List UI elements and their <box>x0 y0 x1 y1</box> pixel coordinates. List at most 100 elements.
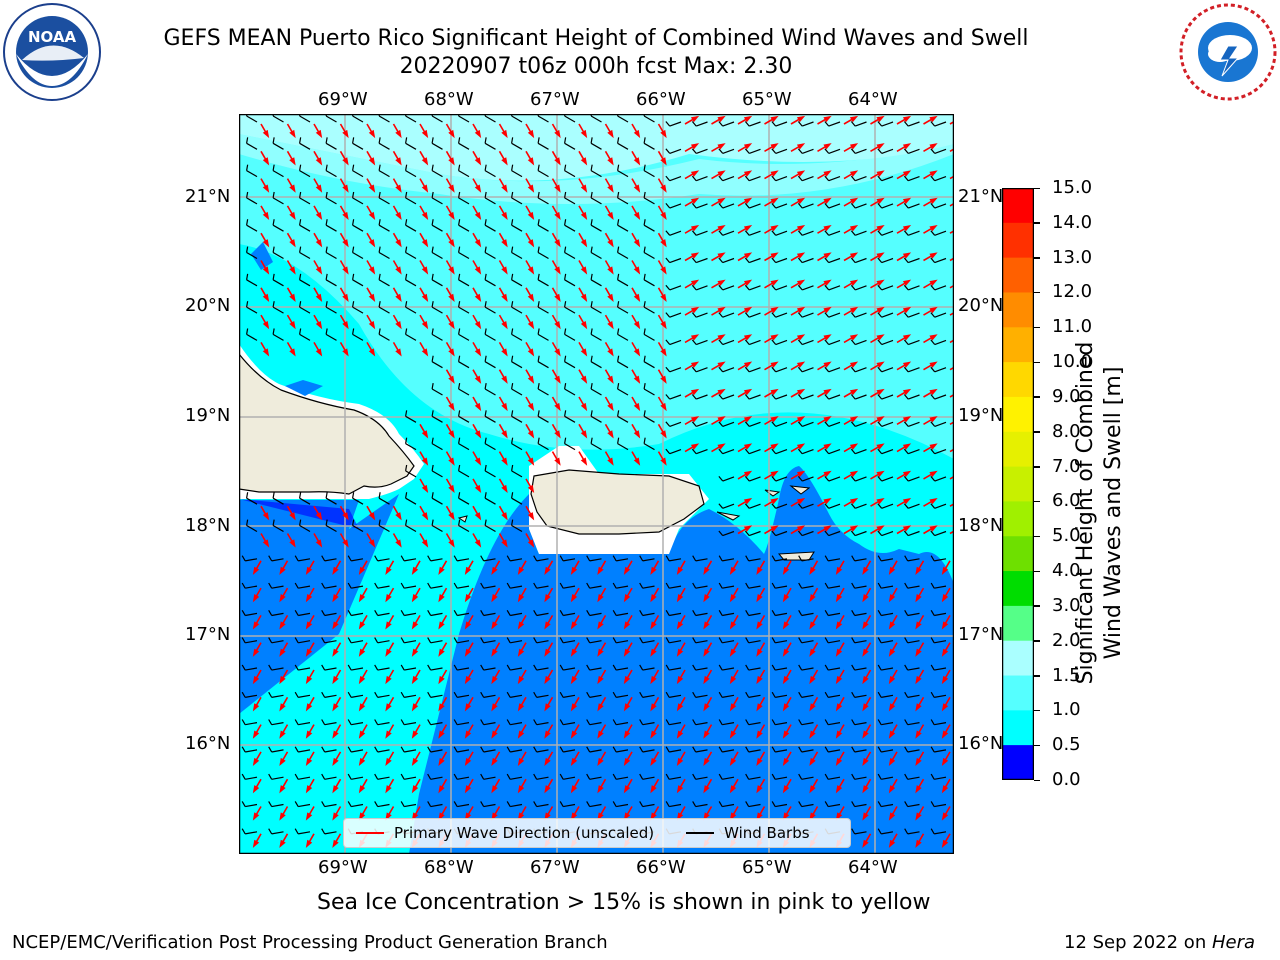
wind-barb <box>511 382 523 396</box>
wind-barb <box>850 203 867 209</box>
wind-barb <box>378 246 390 260</box>
wave-arrow <box>737 197 753 207</box>
wave-arrow <box>419 423 429 439</box>
wind-barb <box>506 637 523 644</box>
wave-arrow <box>888 778 898 794</box>
wave-arrow <box>260 533 270 548</box>
wind-barb <box>718 637 735 644</box>
wind-barb <box>771 582 788 589</box>
wave-arrow <box>941 833 951 848</box>
wave-arrow <box>737 225 753 234</box>
wind-barb <box>374 691 390 698</box>
wind-barb <box>241 801 258 808</box>
wave-arrow <box>631 123 641 139</box>
wave-arrow <box>782 751 792 767</box>
wave-arrow <box>358 696 368 712</box>
wind-barb <box>643 246 655 260</box>
wave-arrow <box>737 306 753 316</box>
wind-barb <box>347 637 364 644</box>
wave-arrow <box>870 388 885 398</box>
wave-arrow <box>896 252 912 262</box>
colorbar-tick-mark <box>1034 570 1040 573</box>
wave-arrow <box>498 505 508 521</box>
wave-arrow <box>472 314 482 330</box>
wave-arrow <box>491 642 501 657</box>
wave-arrow <box>835 642 845 657</box>
wind-barb <box>511 437 523 451</box>
wind-barb <box>480 801 496 808</box>
wave-arrow <box>817 279 832 289</box>
wave-arrow <box>366 150 376 166</box>
wave-arrow <box>631 451 641 466</box>
lat-label-right-16: 16°N <box>958 733 1004 754</box>
map-panel <box>238 109 965 855</box>
wave-arrow <box>472 341 482 357</box>
wind-barb <box>480 637 496 644</box>
wave-arrow <box>517 724 527 739</box>
wave-arrow <box>941 751 951 767</box>
wind-barb <box>268 719 284 726</box>
wave-arrow <box>711 252 726 262</box>
wind-barb <box>405 519 417 533</box>
wind-barb <box>718 203 735 209</box>
wave-arrow <box>419 123 429 139</box>
wind-barb <box>272 164 284 178</box>
wave-arrow <box>729 724 739 739</box>
wind-barb <box>877 828 894 835</box>
wind-barb <box>718 664 735 671</box>
wind-barb <box>241 664 258 671</box>
wind-barb <box>824 284 841 291</box>
legend-barb-label: Wind Barbs <box>724 824 810 842</box>
wind-barb <box>511 219 523 232</box>
wind-barb <box>458 246 470 260</box>
wind-barb <box>378 301 390 314</box>
wave-arrow <box>711 443 726 453</box>
wind-barb <box>480 582 496 589</box>
wave-arrow <box>843 143 859 152</box>
wave-field-0p5-1p0-west <box>239 494 399 714</box>
wind-barb <box>299 219 311 232</box>
wind-barb <box>405 164 417 178</box>
wind-barb <box>771 530 788 537</box>
colorbar <box>1001 187 1035 781</box>
wave-arrow <box>915 806 925 821</box>
wave-arrow <box>676 778 686 794</box>
wave-field-patch-north <box>251 242 273 270</box>
wave-arrow <box>923 143 938 152</box>
wave-arrow <box>711 334 726 344</box>
wave-arrow <box>729 806 739 821</box>
wind-barb <box>877 366 894 373</box>
wave-arrow <box>888 587 898 603</box>
wave-arrow <box>419 451 429 466</box>
wind-barb <box>374 609 390 617</box>
colorbar-tick-mark <box>1034 257 1040 259</box>
wave-arrow <box>392 150 402 166</box>
wind-barb <box>294 801 311 808</box>
wave-arrow <box>445 423 455 439</box>
wind-barb <box>930 719 947 726</box>
wind-barb <box>427 637 443 644</box>
wave-arrow <box>809 560 819 575</box>
wave-arrow <box>525 341 535 357</box>
wave-arrow <box>888 614 898 630</box>
wind-barb <box>665 773 682 780</box>
wave-arrow <box>464 669 474 685</box>
wind-barb <box>877 148 894 154</box>
wave-arrow <box>525 314 535 330</box>
wave-arrow <box>517 806 527 821</box>
wind-barb <box>691 203 708 209</box>
wave-arrow <box>419 232 429 248</box>
wave-arrow <box>915 560 925 575</box>
wind-barb <box>877 203 894 209</box>
wind-barb <box>480 746 496 753</box>
wind-barb <box>484 382 496 396</box>
wind-barb <box>824 257 841 264</box>
wind-barb <box>850 175 867 182</box>
wind-barb <box>877 664 894 671</box>
wind-barb <box>797 230 814 236</box>
wind-barb <box>537 273 549 287</box>
graticule <box>239 114 954 854</box>
wave-arrow <box>332 587 342 603</box>
wind-barb <box>745 664 761 671</box>
wind-barb <box>246 273 258 287</box>
